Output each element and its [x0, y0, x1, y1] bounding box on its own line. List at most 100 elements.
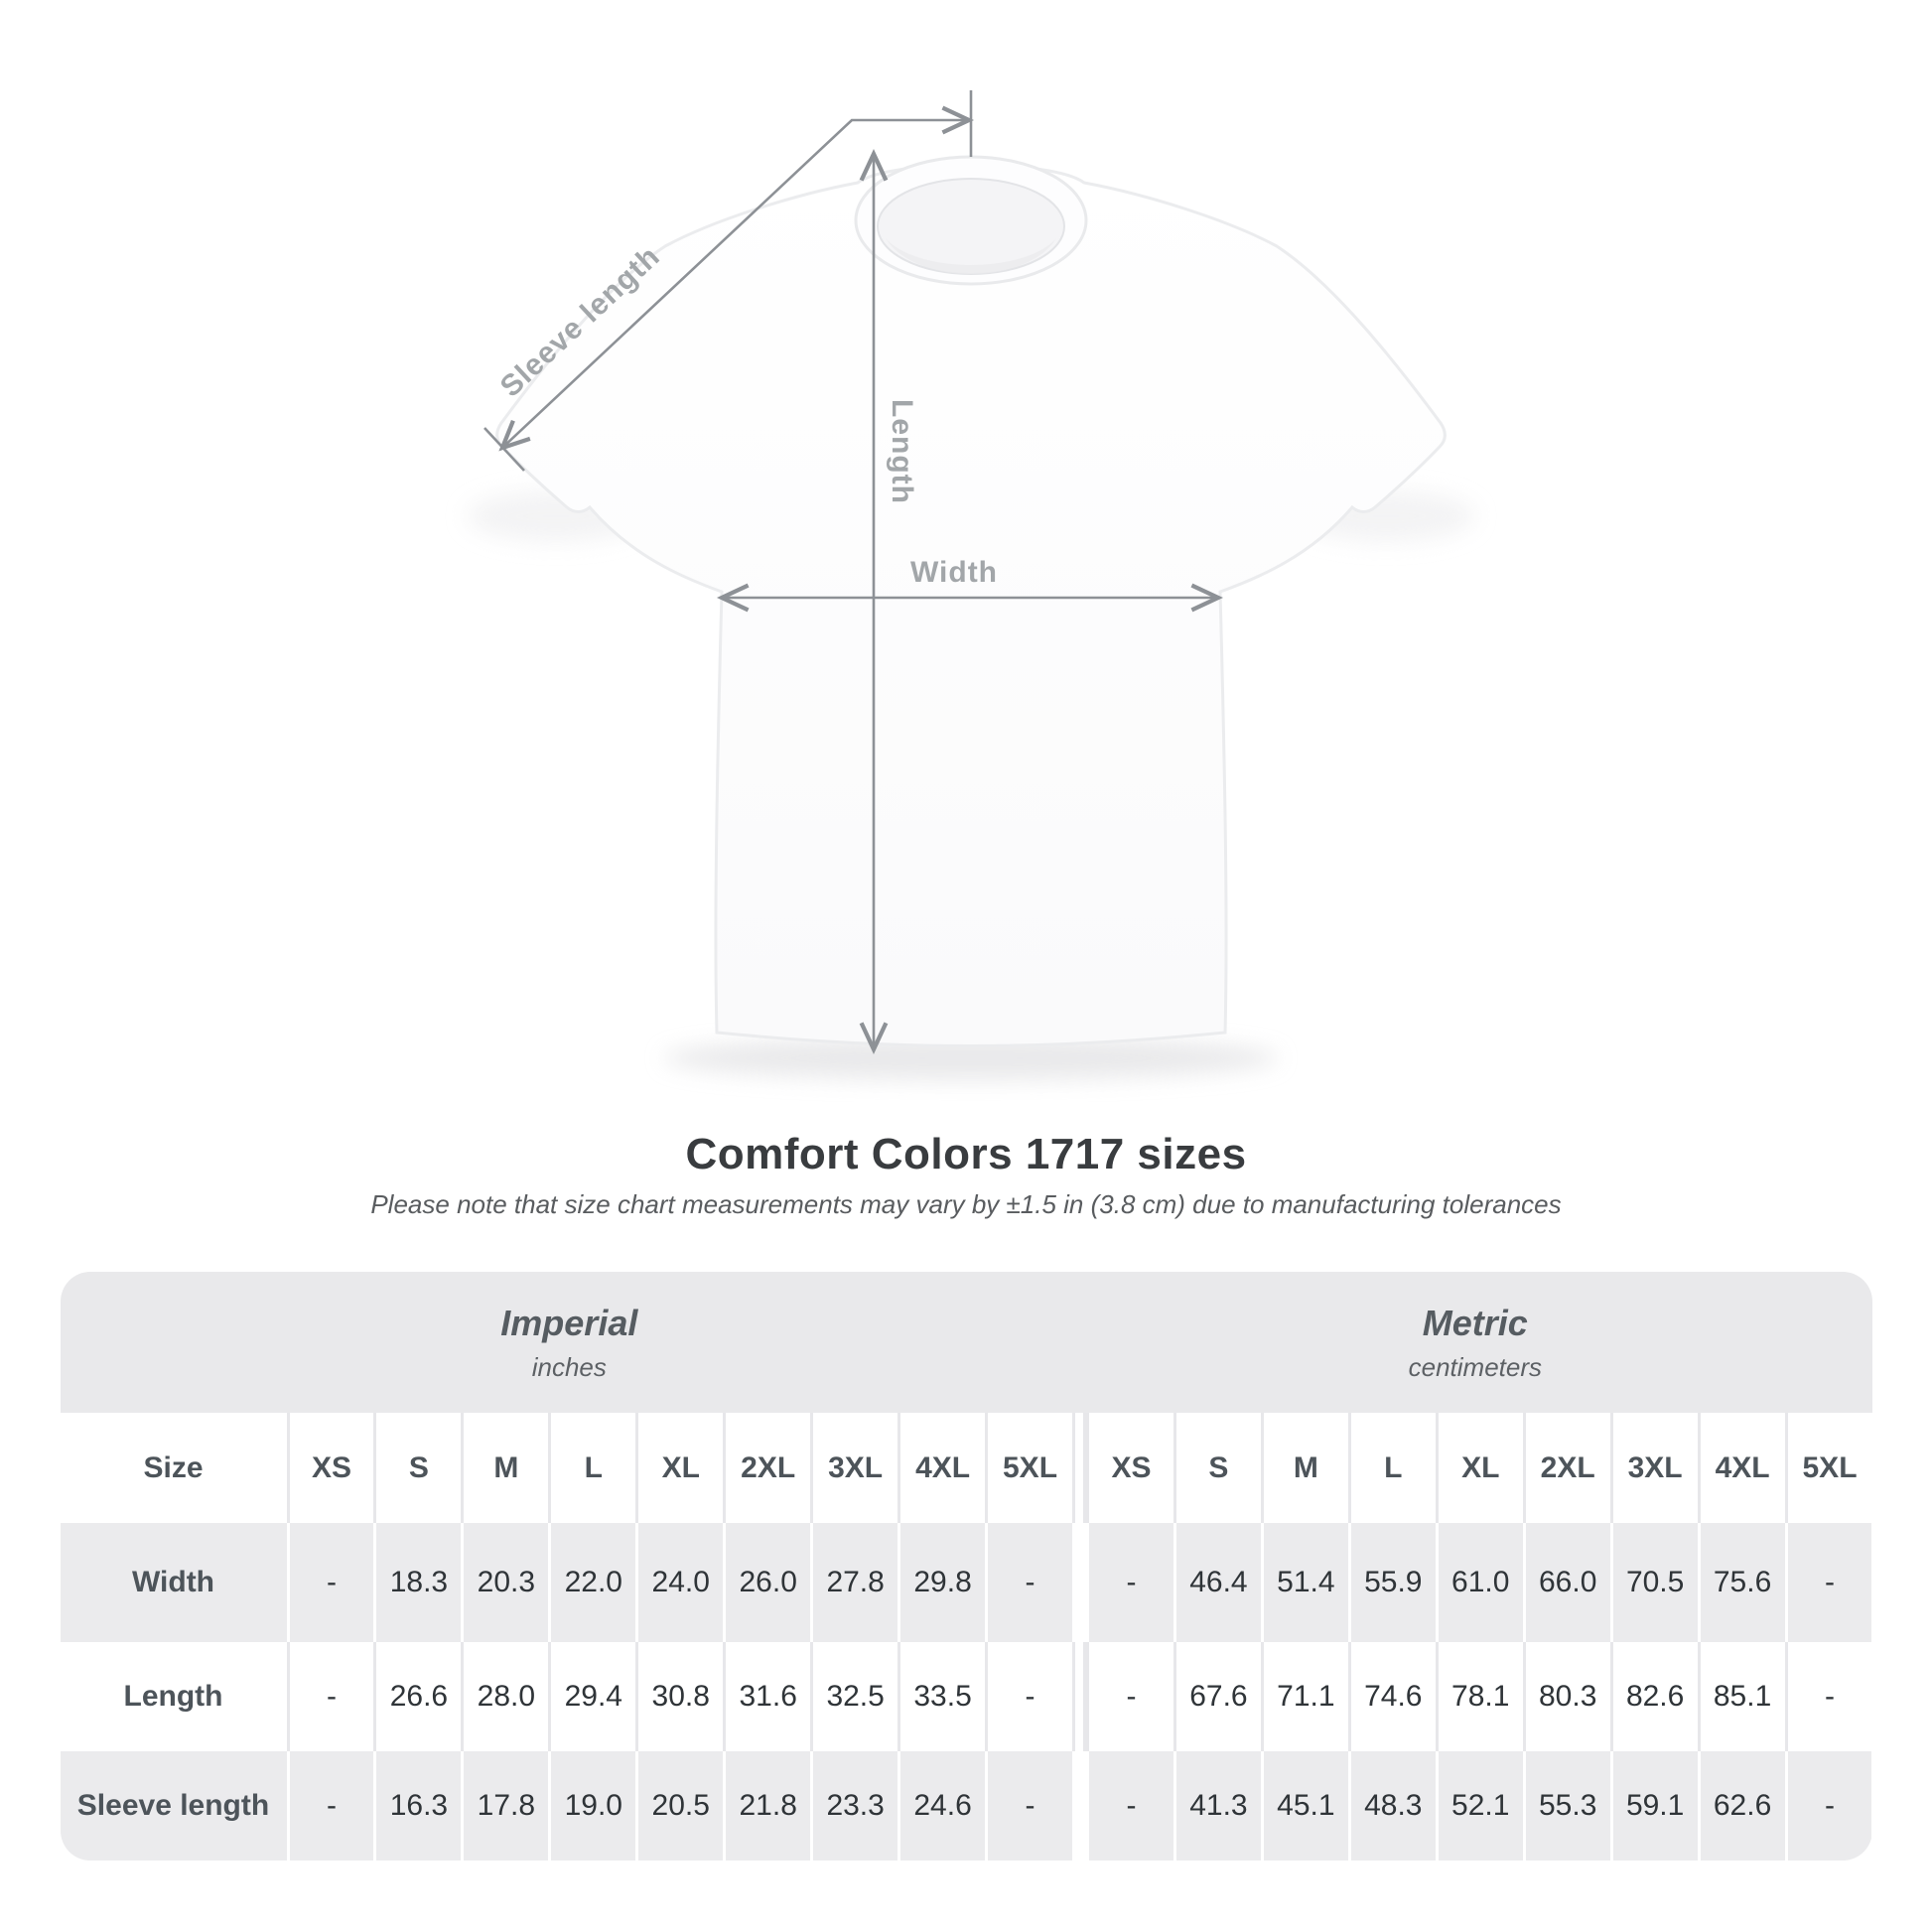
size-header-imperial-3xl: 3XL — [810, 1413, 898, 1523]
cell-length-metric-l: 74.6 — [1347, 1642, 1436, 1751]
size-header-imperial-m: M — [461, 1413, 549, 1523]
page-title: Comfort Colors 1717 sizes — [685, 1130, 1247, 1178]
cell-length-metric-xs: - — [1085, 1642, 1173, 1751]
cell-width-metric-5xl: - — [1784, 1523, 1872, 1642]
size-header-imperial-xl: XL — [635, 1413, 724, 1523]
size-header-imperial-s: S — [373, 1413, 462, 1523]
cell-length-metric-2xl: 80.3 — [1522, 1642, 1610, 1751]
cell-sleeve-length-metric-2xl: 55.3 — [1522, 1751, 1610, 1861]
cell-length-imperial-3xl: 32.5 — [810, 1642, 898, 1751]
row-label-width: Width — [60, 1523, 287, 1642]
size-header-metric-3xl: 3XL — [1609, 1413, 1698, 1523]
cell-length-imperial-m: 28.0 — [461, 1642, 549, 1751]
cell-sleeve-length-imperial-4xl: 24.6 — [897, 1751, 986, 1861]
cell-width-imperial-2xl: 26.0 — [723, 1523, 811, 1642]
cell-width-imperial-xs: - — [286, 1523, 374, 1642]
size-header-imperial-xs: XS — [286, 1413, 374, 1523]
cell-length-metric-5xl: - — [1784, 1642, 1872, 1751]
cell-sleeve-length-imperial-xl: 20.5 — [635, 1751, 724, 1861]
cell-length-metric-xl: 78.1 — [1435, 1642, 1523, 1751]
metric-group-unit: centimeters — [1408, 1351, 1542, 1382]
cell-width-metric-s: 46.4 — [1173, 1523, 1261, 1642]
cell-length-imperial-xs: - — [286, 1642, 374, 1751]
cell-width-imperial-5xl: - — [985, 1523, 1072, 1642]
metric-group-label: Metric — [1422, 1302, 1528, 1343]
size-header-metric-l: L — [1347, 1413, 1436, 1523]
size-header-metric-xs: XS — [1085, 1413, 1173, 1523]
tshirt-collar-inner — [877, 178, 1065, 275]
metric-group-header: Metric centimeters — [1078, 1272, 1871, 1413]
cell-length-imperial-l: 29.4 — [548, 1642, 636, 1751]
imperial-group-unit: inches — [531, 1351, 607, 1382]
cell-width-metric-4xl: 75.6 — [1697, 1523, 1785, 1642]
cell-sleeve-length-metric-5xl: - — [1784, 1751, 1872, 1861]
cell-width-metric-3xl: 70.5 — [1609, 1523, 1698, 1642]
tshirt-measurement-diagram: Sleeve length Length Width — [467, 90, 1475, 1080]
cell-sleeve-length-imperial-2xl: 21.8 — [723, 1751, 811, 1861]
size-header-imperial-5xl: 5XL — [985, 1413, 1072, 1523]
cell-width-metric-xs: - — [1085, 1523, 1173, 1642]
cell-sleeve-length-imperial-s: 16.3 — [373, 1751, 462, 1861]
length-label: Length — [886, 399, 918, 504]
cell-length-imperial-xl: 30.8 — [635, 1642, 724, 1751]
cell-sleeve-length-metric-s: 41.3 — [1173, 1751, 1261, 1861]
cell-length-metric-m: 71.1 — [1260, 1642, 1348, 1751]
cell-sleeve-length-metric-m: 45.1 — [1260, 1751, 1348, 1861]
imperial-group-header: Imperial inches — [61, 1272, 1079, 1413]
cell-sleeve-length-metric-l: 48.3 — [1347, 1751, 1436, 1861]
cell-sleeve-length-imperial-xs: - — [286, 1751, 374, 1861]
size-header-metric-4xl: 4XL — [1697, 1413, 1785, 1523]
size-header-imperial-l: L — [548, 1413, 636, 1523]
tshirt-body — [495, 163, 1447, 1047]
size-header-metric-2xl: 2XL — [1522, 1413, 1610, 1523]
shirt-shadow — [663, 1036, 1279, 1080]
group-divider — [1071, 1751, 1086, 1861]
size-header-imperial-2xl: 2XL — [723, 1413, 811, 1523]
cell-width-metric-m: 51.4 — [1260, 1523, 1348, 1642]
cell-sleeve-length-metric-3xl: 59.1 — [1609, 1751, 1698, 1861]
size-column-header: Size — [60, 1413, 287, 1523]
cell-sleeve-length-imperial-m: 17.8 — [461, 1751, 549, 1861]
cell-width-imperial-l: 22.0 — [548, 1523, 636, 1642]
cell-width-imperial-m: 20.3 — [461, 1523, 549, 1642]
size-header-metric-m: M — [1260, 1413, 1348, 1523]
cell-sleeve-length-imperial-5xl: - — [985, 1751, 1072, 1861]
size-header-imperial-4xl: 4XL — [897, 1413, 986, 1523]
cell-width-metric-2xl: 66.0 — [1522, 1523, 1610, 1642]
cell-length-imperial-4xl: 33.5 — [897, 1642, 986, 1751]
cell-sleeve-length-imperial-3xl: 23.3 — [810, 1751, 898, 1861]
cell-length-metric-s: 67.6 — [1173, 1642, 1261, 1751]
cell-sleeve-length-metric-4xl: 62.6 — [1697, 1751, 1785, 1861]
cell-length-imperial-5xl: - — [985, 1642, 1072, 1751]
cell-sleeve-length-imperial-l: 19.0 — [548, 1751, 636, 1861]
cell-width-metric-xl: 61.0 — [1435, 1523, 1523, 1642]
cell-sleeve-length-metric-xl: 52.1 — [1435, 1751, 1523, 1861]
width-label: Width — [910, 556, 998, 589]
sleeve-length-arrow — [498, 105, 975, 452]
tolerance-note: Please note that size chart measurements… — [370, 1189, 1562, 1219]
size-table: Imperial inches Metric centimeters Size X… — [60, 1272, 1872, 1861]
group-divider — [1071, 1413, 1086, 1523]
cell-width-imperial-3xl: 27.8 — [810, 1523, 898, 1642]
cell-length-metric-4xl: 85.1 — [1697, 1642, 1785, 1751]
unit-group-header-row: Imperial inches Metric centimeters — [60, 1272, 1872, 1413]
size-header-metric-s: S — [1173, 1413, 1261, 1523]
cell-sleeve-length-metric-xs: - — [1085, 1751, 1173, 1861]
size-header-metric-xl: XL — [1435, 1413, 1523, 1523]
cell-length-imperial-2xl: 31.6 — [723, 1642, 811, 1751]
size-table-grid: Size XS S M L XL 2XL 3XL 4XL 5XL XS S M L XL 2XL 3XL 4XL 5… — [60, 1413, 1872, 1861]
row-label-length: Length — [60, 1642, 287, 1751]
cell-width-metric-l: 55.9 — [1347, 1523, 1436, 1642]
row-label-sleeve-length: Sleeve length — [60, 1751, 287, 1861]
cell-width-imperial-s: 18.3 — [373, 1523, 462, 1642]
cell-width-imperial-4xl: 29.8 — [897, 1523, 986, 1642]
sleeve-end-tick — [483, 427, 525, 472]
group-divider — [1071, 1523, 1086, 1642]
imperial-group-label: Imperial — [500, 1302, 638, 1343]
cell-length-metric-3xl: 82.6 — [1609, 1642, 1698, 1751]
cell-width-imperial-xl: 24.0 — [635, 1523, 724, 1642]
group-divider — [1071, 1642, 1086, 1751]
cell-length-imperial-s: 26.6 — [373, 1642, 462, 1751]
size-header-metric-5xl: 5XL — [1784, 1413, 1872, 1523]
